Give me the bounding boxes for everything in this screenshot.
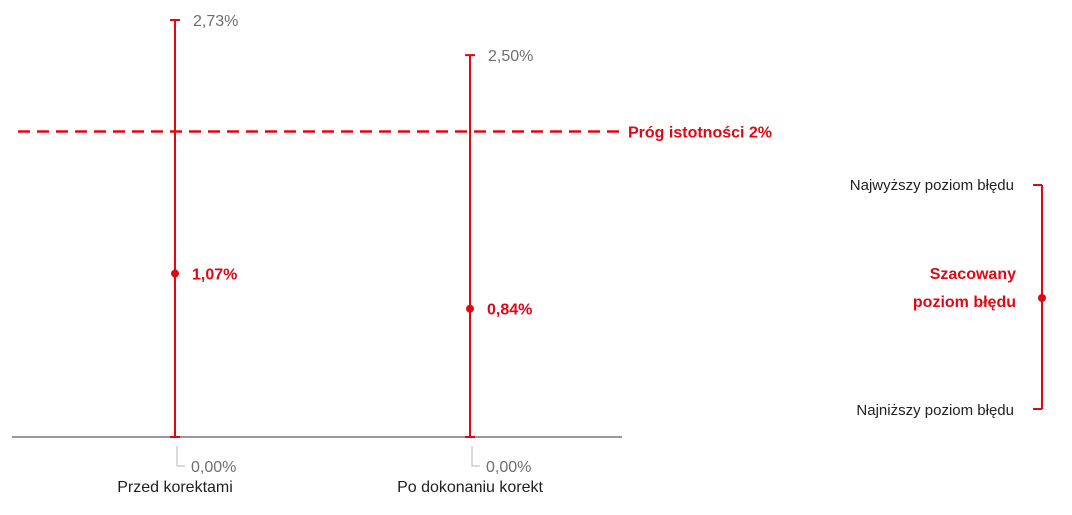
legend-estimate-label-line1: Szacowany <box>930 266 1016 283</box>
lower-label-leader <box>471 446 480 467</box>
category-label: Po dokonaniu korekt <box>397 479 543 496</box>
lower-value-label: 0,00% <box>191 459 236 476</box>
threshold-label: Próg istotności 2% <box>628 125 772 142</box>
lower-value-label: 0,00% <box>486 459 531 476</box>
legend: Najwyższy poziom błędu Szacowany poziom … <box>850 177 1046 419</box>
category-label: Przed korektami <box>117 479 233 496</box>
estimate-dot <box>466 304 474 313</box>
estimate-value-label: 1,07% <box>192 267 237 284</box>
legend-upper-label: Najwyższy poziom błędu <box>850 177 1014 194</box>
legend-estimate-dot <box>1038 294 1046 302</box>
estimate-value-label: 0,84% <box>487 302 532 319</box>
upper-value-label: 2,50% <box>488 48 533 65</box>
legend-lower-label: Najniższy poziom błędu <box>856 402 1014 419</box>
lower-label-leader <box>176 446 185 467</box>
legend-estimate-label-line2: poziom błędu <box>913 294 1016 311</box>
upper-value-label: 2,73% <box>193 13 238 30</box>
estimate-dot <box>171 269 179 278</box>
error-bars: 2,73% 1,07% 0,00% Przed korektami 2,50% 0,84%… <box>117 13 543 496</box>
